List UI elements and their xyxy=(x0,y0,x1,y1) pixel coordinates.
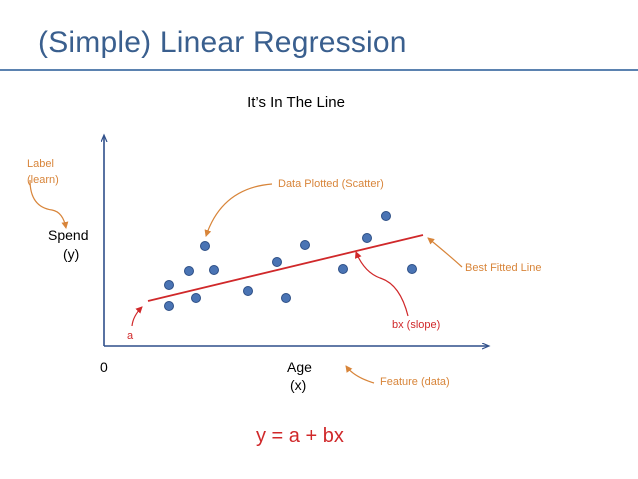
scatter-arrow xyxy=(204,183,273,237)
best-fit-arrow xyxy=(427,237,463,268)
label-arrow xyxy=(29,179,69,229)
data-point xyxy=(407,264,417,274)
x-axis-label: Age xyxy=(287,359,312,375)
data-point xyxy=(300,240,310,250)
data-point xyxy=(243,286,253,296)
y-axis-variable: (y) xyxy=(63,246,80,262)
data-point xyxy=(164,280,174,290)
learn-annotation: (learn) xyxy=(27,174,59,186)
best-fit-line xyxy=(147,234,424,302)
data-point xyxy=(200,241,210,251)
feature-annotation: Feature (data) xyxy=(380,376,450,388)
data-point xyxy=(381,211,391,221)
data-point xyxy=(191,293,201,303)
label-annotation: Label xyxy=(27,158,54,170)
origin-label: 0 xyxy=(100,359,108,375)
data-point xyxy=(184,266,194,276)
regression-formula: y = a + bx xyxy=(256,425,344,447)
slope-annotation: bx (slope) xyxy=(392,319,441,331)
scatter-annotation: Data Plotted (Scatter) xyxy=(278,178,384,190)
diagram-subtitle: It’s In The Line xyxy=(247,94,345,111)
intercept-annotation: a xyxy=(127,330,134,342)
slide-title: (Simple) Linear Regression xyxy=(38,26,407,59)
best-fit-annotation: Best Fitted Line xyxy=(465,262,542,274)
y-axis-label: Spend xyxy=(48,227,89,243)
scatter-points xyxy=(164,211,417,311)
data-point xyxy=(362,233,372,243)
title-divider xyxy=(0,69,638,71)
feature-arrow xyxy=(345,365,375,384)
intercept-arrow xyxy=(131,306,143,327)
data-point xyxy=(164,301,174,311)
x-axis-variable: (x) xyxy=(290,377,307,393)
data-point xyxy=(281,293,291,303)
data-point xyxy=(272,257,282,267)
data-point xyxy=(338,264,348,274)
slope-arrow xyxy=(354,251,409,317)
data-point xyxy=(209,265,219,275)
